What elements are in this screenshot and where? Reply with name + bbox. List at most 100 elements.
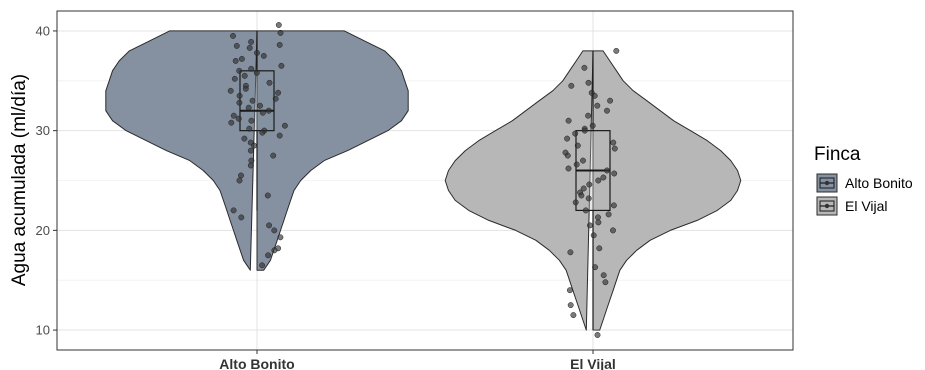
data-point — [236, 67, 243, 74]
data-point — [264, 192, 271, 199]
data-point — [610, 139, 617, 146]
legend-label: Alto Bonito — [845, 175, 913, 191]
data-point — [567, 249, 574, 256]
data-point — [254, 49, 260, 56]
data-point — [565, 165, 572, 172]
data-point — [230, 207, 237, 214]
data-point — [595, 177, 602, 184]
data-point — [610, 202, 617, 209]
data-point — [241, 135, 248, 142]
data-point — [585, 195, 592, 202]
data-point — [580, 157, 586, 164]
data-point — [251, 142, 257, 149]
data-point — [574, 142, 581, 149]
data-point — [277, 234, 284, 241]
data-point — [281, 122, 288, 129]
data-point — [604, 107, 610, 114]
data-point — [595, 214, 601, 221]
data-point — [590, 232, 597, 239]
data-point — [248, 65, 255, 72]
data-point — [271, 247, 278, 254]
data-point — [227, 87, 234, 94]
data-point — [238, 172, 244, 179]
data-point — [232, 57, 239, 64]
violin-shape — [444, 50, 742, 331]
data-point — [611, 145, 618, 152]
data-point — [253, 69, 260, 76]
data-point — [572, 130, 579, 137]
data-point — [604, 167, 610, 174]
data-point — [572, 199, 579, 206]
data-point — [270, 152, 277, 159]
data-point — [573, 161, 580, 168]
data-point — [605, 211, 612, 218]
data-point — [247, 147, 254, 154]
data-point — [565, 117, 572, 124]
data-point — [238, 214, 245, 221]
data-point — [589, 122, 596, 129]
legend: Finca Alto Bonito El Vijal — [814, 144, 913, 216]
series-el-vijal — [444, 47, 742, 338]
data-point — [238, 55, 245, 62]
data-point — [278, 62, 285, 69]
data-point — [600, 272, 607, 279]
data-point — [570, 312, 577, 319]
data-point — [610, 227, 616, 234]
data-point — [248, 117, 255, 124]
data-point — [265, 252, 272, 259]
data-point — [600, 174, 607, 181]
data-point — [596, 245, 603, 252]
data-point — [594, 102, 601, 109]
y-axis-title: Agua acumulada (ml/día) — [9, 74, 30, 286]
data-point — [585, 112, 592, 119]
data-point — [266, 222, 273, 229]
data-point — [259, 129, 266, 136]
legend-title: Finca — [814, 144, 861, 165]
data-point — [587, 222, 593, 229]
data-point — [585, 79, 592, 86]
data-point — [248, 38, 255, 45]
data-point — [236, 99, 243, 106]
data-point — [594, 332, 601, 338]
legend-key — [816, 173, 838, 193]
data-point — [578, 192, 585, 199]
data-point — [607, 97, 614, 104]
data-point — [582, 207, 589, 214]
data-point — [602, 279, 609, 286]
data-point — [236, 177, 243, 184]
data-point — [259, 262, 266, 269]
data-point — [275, 89, 282, 96]
y-tick-label: 30 — [36, 123, 50, 138]
legend-label: El Vijal — [845, 198, 888, 214]
data-point — [228, 119, 235, 126]
data-point — [564, 152, 571, 159]
y-tick-label: 20 — [36, 223, 50, 238]
data-point — [581, 64, 588, 71]
data-point — [266, 79, 273, 86]
data-point — [247, 162, 254, 169]
series-alto-bonito — [105, 22, 409, 271]
data-point — [566, 287, 573, 294]
y-tick-label: 10 — [36, 323, 50, 338]
data-point — [231, 75, 238, 82]
data-point — [276, 132, 283, 139]
data-point — [246, 125, 253, 132]
data-point — [276, 41, 283, 48]
data-point — [277, 29, 284, 36]
legend-point-icon — [824, 203, 830, 209]
legend-point-icon — [824, 180, 830, 186]
data-point — [233, 42, 240, 49]
y-tick-label: 40 — [36, 23, 50, 38]
data-point — [236, 92, 243, 99]
x-tick-label: El Vijal — [570, 356, 616, 370]
data-point — [595, 219, 602, 226]
data-point — [230, 32, 236, 39]
data-point — [241, 72, 248, 79]
data-point — [613, 47, 620, 54]
data-point — [275, 22, 282, 28]
data-point — [230, 112, 237, 119]
data-point — [265, 107, 272, 114]
plot-border — [56, 10, 794, 351]
data-point — [245, 104, 252, 111]
data-point — [271, 227, 278, 234]
